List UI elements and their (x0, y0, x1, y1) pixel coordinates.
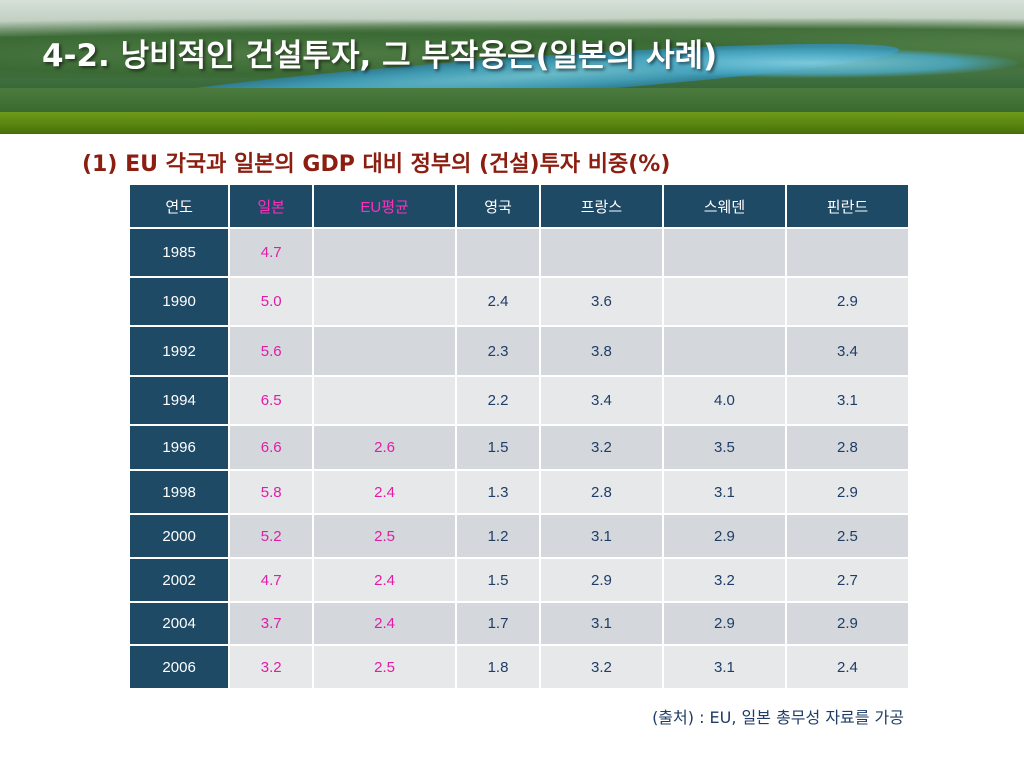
value-cell: 3.2 (228, 644, 315, 690)
table-row: 1996 6.6 2.6 1.5 3.2 3.5 2.8 (127, 424, 911, 471)
value-cell: 3.7 (228, 601, 315, 646)
value-cell: 5.0 (228, 276, 315, 327)
source-note: (출처) : EU, 일본 총무성 자료를 가공 (652, 708, 904, 727)
value-cell: 2.2 (455, 375, 541, 426)
value-cell: 2.9 (784, 601, 911, 646)
value-cell: 3.2 (538, 644, 664, 690)
value-cell: 2.9 (784, 276, 911, 327)
table-header-row: 연도 일본 EU평균 영국 프랑스 스웨덴 핀란드 (127, 183, 911, 229)
value-cell (455, 227, 541, 278)
value-cell: 3.1 (538, 513, 664, 559)
year-cell: 2004 (127, 601, 231, 646)
value-cell: 2.9 (538, 557, 664, 603)
value-cell (784, 227, 911, 278)
value-cell: 3.1 (538, 601, 664, 646)
year-cell: 1992 (127, 325, 231, 377)
value-cell: 4.7 (228, 227, 315, 278)
value-cell: 2.4 (784, 644, 911, 690)
value-cell: 2.9 (661, 513, 787, 559)
value-cell: 2.8 (784, 424, 911, 471)
value-cell: 3.6 (538, 276, 664, 327)
investment-table: 연도 일본 EU평균 영국 프랑스 스웨덴 핀란드 1985 4.7 1990 5.0… (127, 183, 911, 690)
value-cell: 6.6 (228, 424, 315, 471)
year-cell: 2000 (127, 513, 231, 559)
value-cell (661, 276, 787, 327)
value-cell: 2.4 (455, 276, 541, 327)
header-france: 프랑스 (538, 183, 664, 229)
header-eu-average: EU평균 (312, 183, 458, 229)
value-cell: 1.2 (455, 513, 541, 559)
year-cell: 1990 (127, 276, 231, 327)
value-cell (312, 276, 458, 327)
value-cell: 2.7 (784, 557, 911, 603)
banner-lake (600, 48, 1020, 78)
value-cell: 2.4 (312, 469, 458, 515)
value-cell: 5.2 (228, 513, 315, 559)
value-cell: 2.4 (312, 601, 458, 646)
header-green-bar (0, 112, 1024, 134)
value-cell: 2.9 (661, 601, 787, 646)
header-uk: 영국 (455, 183, 541, 229)
table-row: 1992 5.6 2.3 3.8 3.4 (127, 325, 911, 377)
value-cell: 3.4 (538, 375, 664, 426)
value-cell: 2.4 (312, 557, 458, 603)
year-cell: 1994 (127, 375, 231, 426)
slide-title: 4-2. 낭비적인 건설투자, 그 부작용은(일본의 사례) (42, 38, 718, 74)
value-cell: 5.6 (228, 325, 315, 377)
table-row: 1985 4.7 (127, 227, 911, 278)
value-cell (661, 325, 787, 377)
value-cell: 2.9 (784, 469, 911, 515)
value-cell (312, 227, 458, 278)
table-row: 1994 6.5 2.2 3.4 4.0 3.1 (127, 375, 911, 426)
value-cell (538, 227, 664, 278)
value-cell: 2.5 (784, 513, 911, 559)
table-caption: (1) EU 각국과 일본의 GDP 대비 정부의 (건설)투자 비중(%) (82, 152, 671, 177)
value-cell (661, 227, 787, 278)
value-cell: 3.1 (784, 375, 911, 426)
value-cell: 3.4 (784, 325, 911, 377)
table-row: 2004 3.7 2.4 1.7 3.1 2.9 2.9 (127, 601, 911, 646)
value-cell: 2.5 (312, 513, 458, 559)
year-cell: 1985 (127, 227, 231, 278)
header-year: 연도 (127, 183, 231, 229)
year-cell: 1998 (127, 469, 231, 515)
table-body: 1985 4.7 1990 5.0 2.4 3.6 2.9 1992 5.6 2.3 3.8 3.4 1… (127, 227, 911, 690)
table-row: 1998 5.8 2.4 1.3 2.8 3.1 2.9 (127, 469, 911, 515)
value-cell (312, 325, 458, 377)
value-cell: 5.8 (228, 469, 315, 515)
value-cell: 3.1 (661, 469, 787, 515)
table-row: 2006 3.2 2.5 1.8 3.2 3.1 2.4 (127, 644, 911, 690)
table-row: 1990 5.0 2.4 3.6 2.9 (127, 276, 911, 327)
table-row: 2002 4.7 2.4 1.5 2.9 3.2 2.7 (127, 557, 911, 603)
value-cell: 2.5 (312, 644, 458, 690)
value-cell: 2.8 (538, 469, 664, 515)
value-cell: 3.8 (538, 325, 664, 377)
value-cell: 1.5 (455, 424, 541, 471)
value-cell: 4.7 (228, 557, 315, 603)
value-cell: 6.5 (228, 375, 315, 426)
value-cell: 2.3 (455, 325, 541, 377)
header-japan: 일본 (228, 183, 315, 229)
value-cell: 3.5 (661, 424, 787, 471)
table-row: 2000 5.2 2.5 1.2 3.1 2.9 2.5 (127, 513, 911, 559)
value-cell: 3.1 (661, 644, 787, 690)
value-cell: 2.6 (312, 424, 458, 471)
value-cell: 3.2 (538, 424, 664, 471)
year-cell: 2006 (127, 644, 231, 690)
year-cell: 1996 (127, 424, 231, 471)
year-cell: 2002 (127, 557, 231, 603)
value-cell: 1.5 (455, 557, 541, 603)
header-finland: 핀란드 (784, 183, 911, 229)
value-cell: 1.3 (455, 469, 541, 515)
value-cell (312, 375, 458, 426)
value-cell: 3.2 (661, 557, 787, 603)
banner-foreground (0, 88, 1024, 112)
header-sweden: 스웨덴 (661, 183, 787, 229)
header-banner-image (0, 0, 1024, 112)
value-cell: 1.7 (455, 601, 541, 646)
value-cell: 1.8 (455, 644, 541, 690)
value-cell: 4.0 (661, 375, 787, 426)
